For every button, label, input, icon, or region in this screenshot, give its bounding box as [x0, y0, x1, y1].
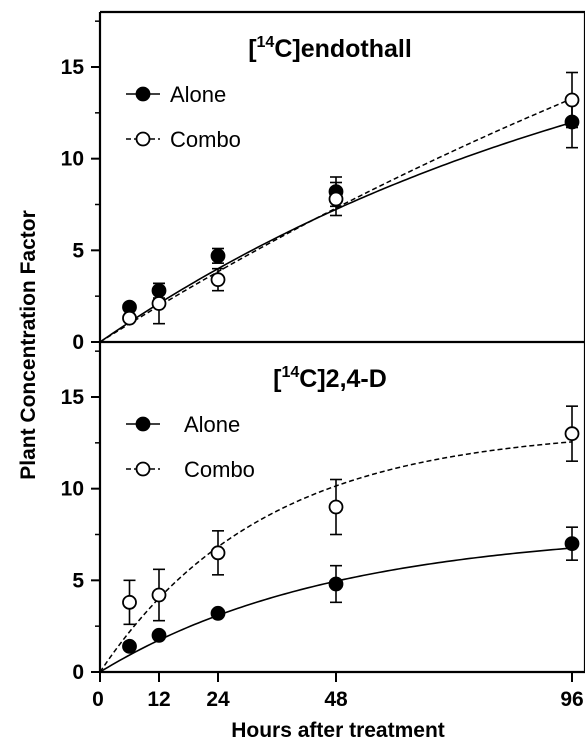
data-point [210, 272, 226, 288]
panel-title-suffix: C]2,4-D [299, 365, 387, 393]
data-point [564, 426, 580, 442]
data-point [151, 627, 167, 643]
x-tick-label: 48 [324, 688, 348, 711]
y-tick-label: 0 [72, 661, 84, 684]
y-tick-label: 10 [61, 478, 84, 501]
legend-marker [135, 461, 151, 477]
data-point [122, 638, 137, 654]
x-tick-label: 24 [206, 688, 230, 711]
data-point [210, 248, 226, 264]
y-tick-label: 15 [61, 56, 85, 79]
fit-curve [99, 121, 573, 343]
y-tick-label: 10 [61, 148, 84, 171]
x-tick-label: 96 [560, 688, 583, 711]
data-point [564, 536, 580, 552]
data-point [151, 296, 167, 311]
data-point [564, 92, 580, 108]
data-point [210, 545, 226, 561]
y-axis-title: Plant Concentration Factor [17, 210, 40, 480]
data-point [328, 191, 344, 207]
legend-label: Combo [184, 457, 255, 482]
x-tick-label: 12 [147, 688, 170, 711]
y-tick-label: 0 [72, 331, 84, 354]
y-tick-label: 5 [72, 239, 84, 262]
y-tick-label: 5 [72, 569, 84, 592]
legend-marker [135, 416, 151, 432]
legend-marker [135, 131, 151, 147]
fit-curve [99, 97, 573, 343]
legend-label: Combo [170, 127, 241, 152]
legend-label: Alone [170, 82, 226, 107]
data-point [122, 310, 137, 326]
legend-label: Alone [184, 412, 240, 437]
panel-title-suffix: C]endothall [274, 35, 412, 63]
fit-curve [99, 441, 573, 673]
y-tick-label: 15 [61, 386, 85, 409]
data-point [122, 594, 137, 610]
panel-title: [14C]2,4-D [273, 364, 387, 393]
panel-title-prefix: [ [248, 35, 257, 63]
legend-marker [135, 86, 151, 102]
data-point [151, 587, 167, 603]
data-point [328, 499, 344, 515]
x-axis-title: Hours after treatment [231, 719, 445, 742]
panel-title: [14C]endothall [248, 34, 412, 63]
data-point [328, 576, 344, 592]
data-point [210, 605, 226, 621]
x-tick-label: 0 [92, 688, 104, 711]
panel-endothall: 0 5 10 15 [14C]endothall Alone Combo [61, 10, 585, 354]
panel-title-superscript: 14 [282, 364, 300, 381]
panel-2-4-d: 0 5 10 15 [14C]2,4-D Alone Combo [61, 342, 585, 684]
x-axis: 0 12 24 48 96 [92, 672, 584, 711]
panel-title-prefix: [ [273, 365, 282, 393]
panel-title-superscript: 14 [257, 34, 275, 51]
